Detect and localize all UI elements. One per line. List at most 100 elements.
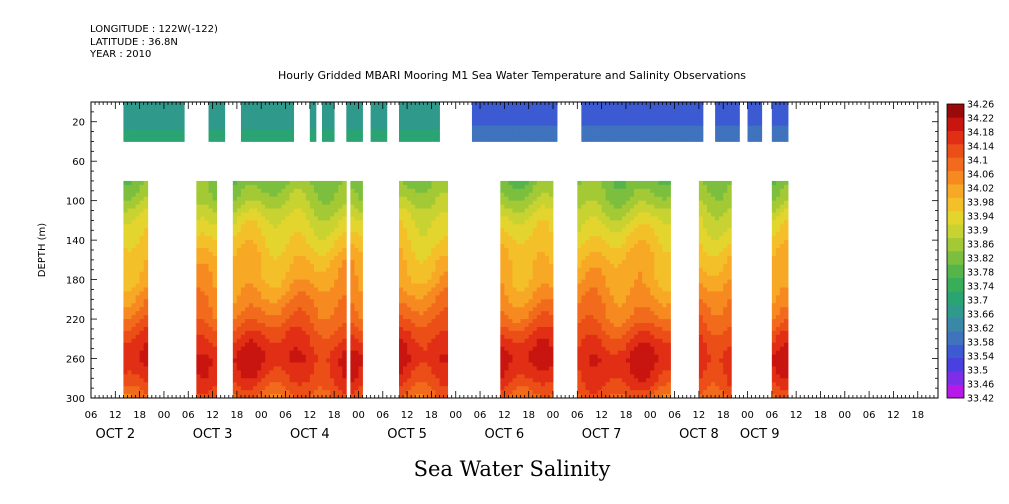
heatmap-cell — [273, 303, 278, 308]
heatmap-cell — [322, 323, 327, 328]
heatmap-cell — [540, 180, 546, 186]
heatmap-cell — [431, 220, 436, 225]
heatmap-cell — [200, 216, 205, 221]
heatmap-cell — [431, 319, 436, 324]
heatmap-cell — [532, 382, 538, 387]
heatmap-cell — [257, 232, 262, 237]
heatmap-cell — [236, 342, 242, 348]
heatmap-cell — [196, 259, 201, 265]
heatmap-cell — [678, 137, 684, 142]
heatmap-cell — [289, 220, 295, 225]
heatmap-cell — [204, 315, 209, 320]
heatmap-cell — [443, 346, 449, 352]
heatmap-cell — [212, 102, 218, 107]
heatmap-cell — [265, 216, 270, 221]
heatmap-cell — [504, 105, 509, 111]
heatmap-cell — [581, 228, 586, 233]
heatmap-cell — [301, 287, 307, 292]
heatmap-cell — [317, 283, 323, 288]
heatmap-cell — [123, 303, 128, 308]
heatmap-cell — [293, 216, 299, 221]
heatmap-cell — [326, 259, 331, 265]
heatmap-cell — [334, 307, 339, 312]
heatmap-cell — [350, 307, 355, 312]
heatmap-cell — [208, 295, 213, 300]
heatmap-cell — [269, 295, 274, 300]
heatmap-cell — [581, 133, 586, 138]
heatmap-cell — [755, 117, 761, 123]
heatmap-cell — [277, 133, 282, 138]
heatmap-cell — [127, 279, 132, 284]
heatmap-cell — [654, 133, 659, 138]
heatmap-cell — [301, 295, 307, 300]
heatmap-cell — [682, 137, 688, 142]
heatmap-cell — [609, 129, 615, 134]
heatmap-cell — [269, 271, 274, 277]
heatmap-cell — [305, 374, 311, 379]
heatmap-cell — [309, 374, 315, 379]
heatmap-cell — [127, 263, 132, 269]
heatmap-cell — [297, 394, 303, 399]
heatmap-cell — [196, 228, 201, 233]
heatmap-cell — [500, 350, 505, 355]
heatmap-cell — [528, 188, 534, 194]
heatmap-cell — [488, 109, 493, 115]
heatmap-cell — [253, 370, 258, 375]
heatmap-cell — [245, 212, 250, 217]
heatmap-cell — [313, 287, 319, 292]
heatmap-cell — [536, 366, 542, 371]
heatmap-cell — [212, 267, 218, 273]
heatmap-cell — [427, 133, 432, 138]
heatmap-cell — [431, 279, 436, 284]
heatmap-cell — [338, 188, 343, 194]
heatmap-cell — [338, 334, 343, 340]
heatmap-cell — [297, 346, 303, 352]
heatmap-cell — [431, 354, 436, 359]
heatmap-cell — [528, 255, 534, 261]
heatmap-cell — [257, 196, 262, 202]
heatmap-cell — [131, 267, 136, 273]
heatmap-cell — [516, 228, 521, 233]
heatmap-cell — [143, 129, 149, 134]
heatmap-cell — [200, 374, 205, 379]
heatmap-cell — [540, 366, 546, 371]
heatmap-cell — [350, 323, 355, 328]
heatmap-cell — [435, 267, 440, 273]
heatmap-cell — [334, 248, 339, 253]
heatmap-cell — [435, 271, 440, 277]
heatmap-cell — [342, 366, 347, 371]
heatmap-cell — [281, 370, 286, 375]
heatmap-cell — [358, 358, 363, 363]
heatmap-cell — [423, 125, 428, 131]
heatmap-cell — [528, 244, 534, 249]
heatmap-cell — [196, 236, 201, 241]
heatmap-cell — [257, 133, 262, 138]
heatmap-cell — [293, 180, 299, 186]
heatmap-cell — [265, 338, 270, 344]
heatmap-cell — [674, 129, 680, 134]
heatmap-cell — [415, 323, 420, 328]
heatmap-cell — [200, 346, 205, 352]
heatmap-cell — [399, 208, 404, 213]
heatmap-cell — [261, 267, 266, 273]
heatmap-cell — [301, 323, 307, 328]
heatmap-cell — [232, 350, 238, 355]
heatmap-cell — [330, 358, 335, 363]
heatmap-cell — [690, 105, 696, 111]
heatmap-cell — [297, 224, 303, 229]
heatmap-cell — [577, 236, 582, 241]
heatmap-cell — [528, 212, 534, 217]
heatmap-cell — [342, 394, 347, 399]
heatmap-cell — [500, 196, 505, 202]
heatmap-cell — [548, 323, 554, 328]
heatmap-cell — [143, 338, 149, 344]
heatmap-cell — [208, 113, 213, 119]
heatmap-cell — [423, 248, 428, 253]
heatmap-cell — [512, 196, 517, 202]
heatmap-cell — [322, 319, 327, 324]
heatmap-cell — [135, 291, 141, 296]
heatmap-cell — [508, 263, 513, 269]
heatmap-cell — [313, 196, 319, 202]
heatmap-cell — [208, 366, 213, 371]
heatmap-cell — [415, 346, 420, 352]
